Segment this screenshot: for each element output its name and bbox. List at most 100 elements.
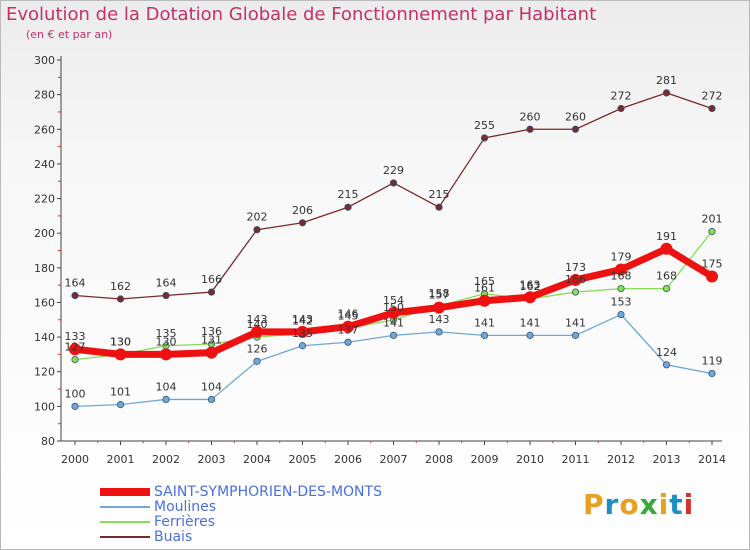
data-point-saint-symphorien	[69, 343, 81, 356]
data-label-buais: 255	[474, 119, 495, 132]
data-label-saint-symphorien: 163	[520, 278, 541, 291]
data-point-ferrieres	[71, 356, 79, 364]
data-point-buais	[116, 295, 125, 303]
data-label-saint-symphorien: 157	[429, 289, 450, 302]
x-tick-label: 2004	[243, 453, 271, 466]
data-point-buais	[617, 104, 625, 113]
data-point-moulines	[344, 338, 352, 346]
data-label-saint-symphorien: 146	[338, 308, 359, 321]
data-point-saint-symphorien	[660, 242, 673, 255]
data-point-buais	[253, 226, 261, 234]
data-label-moulines: 137	[338, 323, 359, 336]
y-tick-label: 120	[34, 366, 55, 379]
data-point-ferrieres	[708, 227, 716, 236]
legend-label: Moulines	[154, 499, 217, 515]
data-label-saint-symphorien: 179	[611, 251, 632, 264]
data-label-saint-symphorien: 130	[110, 335, 131, 348]
data-label-ferrieres: 201	[702, 212, 723, 225]
data-label-ferrieres: 136	[201, 325, 222, 338]
data-label-ferrieres: 162	[520, 280, 541, 293]
data-label-ferrieres: 140	[247, 318, 268, 331]
data-point-buais	[708, 104, 716, 113]
data-label-saint-symphorien: 143	[292, 313, 313, 326]
data-label-buais: 215	[338, 188, 359, 201]
data-point-buais	[662, 89, 671, 97]
data-label-saint-symphorien: 133	[65, 330, 86, 343]
data-point-moulines	[526, 331, 534, 339]
data-point-saint-symphorien	[706, 270, 718, 283]
data-point-buais	[389, 179, 398, 187]
data-point-moulines	[71, 402, 79, 410]
data-point-saint-symphorien	[342, 320, 354, 333]
y-tick-label: 140	[34, 331, 55, 344]
data-label-buais: 281	[656, 74, 677, 87]
y-tick-label: 200	[34, 227, 55, 240]
x-tick-label: 2007	[380, 453, 408, 466]
data-label-saint-symphorien: 191	[656, 230, 677, 243]
data-label-buais: 215	[429, 188, 450, 201]
data-point-buais	[435, 203, 443, 211]
x-tick-label: 2006	[334, 453, 362, 466]
data-point-buais	[162, 291, 170, 300]
data-label-ferrieres: 166	[565, 273, 586, 286]
data-label-saint-symphorien: 173	[565, 261, 586, 274]
data-point-buais	[71, 291, 79, 300]
data-label-moulines: 141	[383, 316, 404, 329]
data-label-buais: 166	[201, 273, 222, 286]
data-label-moulines: 141	[565, 316, 586, 329]
data-point-moulines	[662, 361, 671, 369]
data-label-ferrieres: 168	[656, 270, 677, 283]
data-point-moulines	[298, 342, 307, 350]
data-point-ferrieres	[571, 288, 580, 296]
data-label-ferrieres: 165	[474, 275, 495, 288]
data-label-buais: 164	[156, 277, 177, 290]
data-label-saint-symphorien: 131	[201, 334, 222, 347]
data-point-saint-symphorien	[205, 346, 218, 359]
data-label-saint-symphorien: 154	[383, 294, 404, 307]
data-point-buais	[298, 219, 307, 227]
data-label-buais: 162	[110, 280, 131, 293]
data-point-moulines	[162, 395, 170, 404]
proxiti-logo: Proxiti	[583, 488, 695, 521]
data-point-saint-symphorien	[615, 263, 627, 276]
data-point-moulines	[571, 331, 580, 339]
data-label-buais: 272	[702, 89, 723, 102]
legend-label: Ferrières	[154, 514, 216, 530]
data-point-saint-symphorien	[524, 291, 536, 304]
data-label-moulines: 135	[292, 327, 313, 340]
data-label-ferrieres: 130	[110, 335, 131, 348]
x-tick-label: 2009	[471, 453, 499, 466]
data-label-moulines: 143	[429, 313, 450, 326]
data-label-moulines: 126	[247, 342, 268, 355]
legend-swatch-saint-symphorien	[100, 488, 150, 496]
y-tick-label: 80	[41, 435, 55, 448]
legend-label: SAINT-SYMPHORIEN-DES-MONTS	[154, 484, 382, 500]
data-label-saint-symphorien: 130	[156, 335, 177, 348]
x-tick-label: 2012	[607, 453, 635, 466]
data-point-saint-symphorien	[478, 294, 491, 307]
data-label-buais: 272	[611, 89, 632, 102]
y-tick-label: 280	[34, 89, 55, 102]
legend-swatch-ferrieres	[100, 521, 150, 523]
data-label-ferrieres: 158	[429, 287, 450, 300]
data-label-ferrieres: 127	[65, 341, 86, 354]
data-point-saint-symphorien	[296, 325, 309, 338]
data-label-saint-symphorien: 161	[474, 282, 495, 295]
y-tick-label: 240	[34, 158, 55, 171]
y-tick-label: 260	[34, 123, 55, 136]
y-tick-label: 300	[34, 54, 55, 67]
data-point-ferrieres	[617, 284, 625, 293]
data-label-ferrieres: 150	[383, 301, 404, 314]
data-label-buais: 229	[383, 164, 404, 177]
y-tick-label: 220	[34, 193, 55, 206]
data-point-buais	[526, 125, 534, 133]
data-label-moulines: 141	[520, 316, 541, 329]
data-label-moulines: 153	[611, 296, 632, 309]
data-label-ferrieres: 168	[611, 270, 632, 283]
data-point-saint-symphorien	[160, 348, 172, 361]
data-label-buais: 206	[292, 204, 313, 217]
data-point-saint-symphorien	[569, 273, 582, 286]
data-point-saint-symphorien	[114, 348, 127, 361]
y-tick-label: 100	[34, 400, 55, 413]
